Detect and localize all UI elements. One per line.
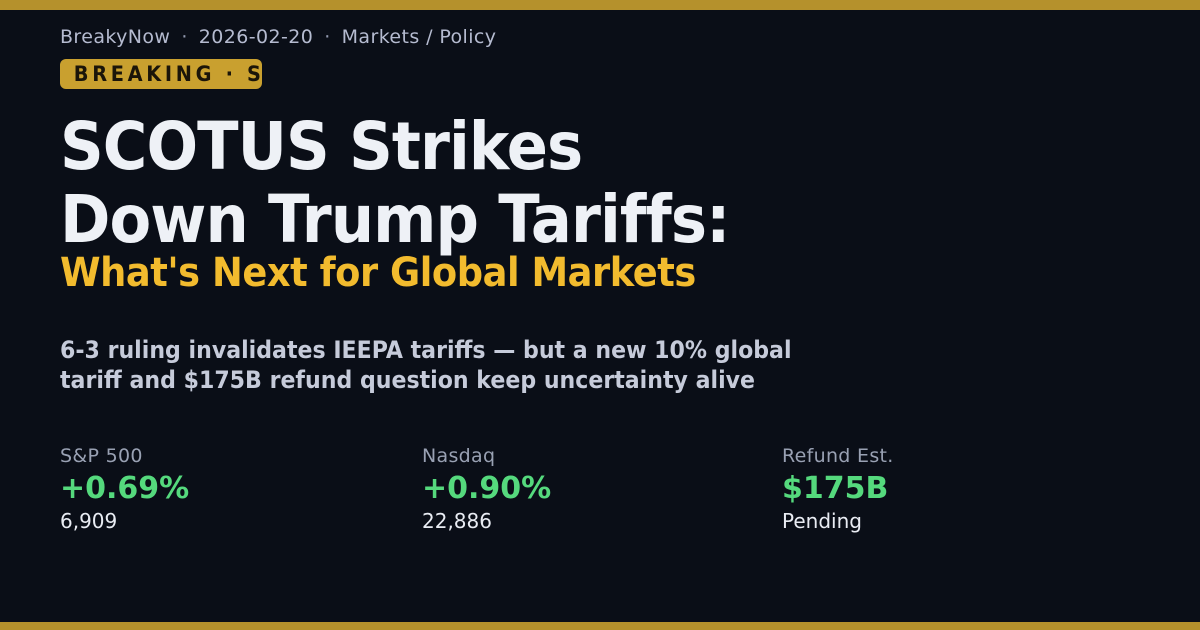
dek: 6-3 ruling invalidates IEEPA tariffs — b… [60,336,792,394]
stat-sub: Pending [782,509,862,533]
meta-row: BreakyNow · 2026-02-20 · Markets / Policy [60,25,496,49]
stat-sub: 22,886 [422,509,492,533]
stat-value: +0.90% [422,471,552,506]
breaking-badge-label: BREAKING · S [73,62,262,86]
stat-refund-estimate: Refund Est. $175B Pending [782,445,1122,534]
meta-separator: · [181,26,188,48]
bottom-accent-bar [0,622,1200,630]
top-accent-bar [0,0,1200,10]
section-label: Markets / Policy [341,26,497,48]
stat-label: Nasdaq [422,445,496,467]
stat-label: Refund Est. [782,445,894,467]
publish-date: 2026-02-20 [198,26,314,48]
stat-label: S&P 500 [60,445,143,467]
stat-sub: 6,909 [60,509,118,533]
breaking-badge: BREAKING · S [60,59,262,89]
stat-value: +0.69% [60,471,190,506]
meta-separator: · [324,26,331,48]
stat-sp500: S&P 500 +0.69% 6,909 [60,445,400,534]
brand-name: BreakyNow [60,26,171,48]
headline-highlight: What's Next for Global Markets [60,250,696,296]
stat-nasdaq: Nasdaq +0.90% 22,886 [422,445,762,534]
stat-value: $175B [782,471,889,506]
headline: SCOTUS Strikes Down Trump Tariffs: [60,108,730,258]
